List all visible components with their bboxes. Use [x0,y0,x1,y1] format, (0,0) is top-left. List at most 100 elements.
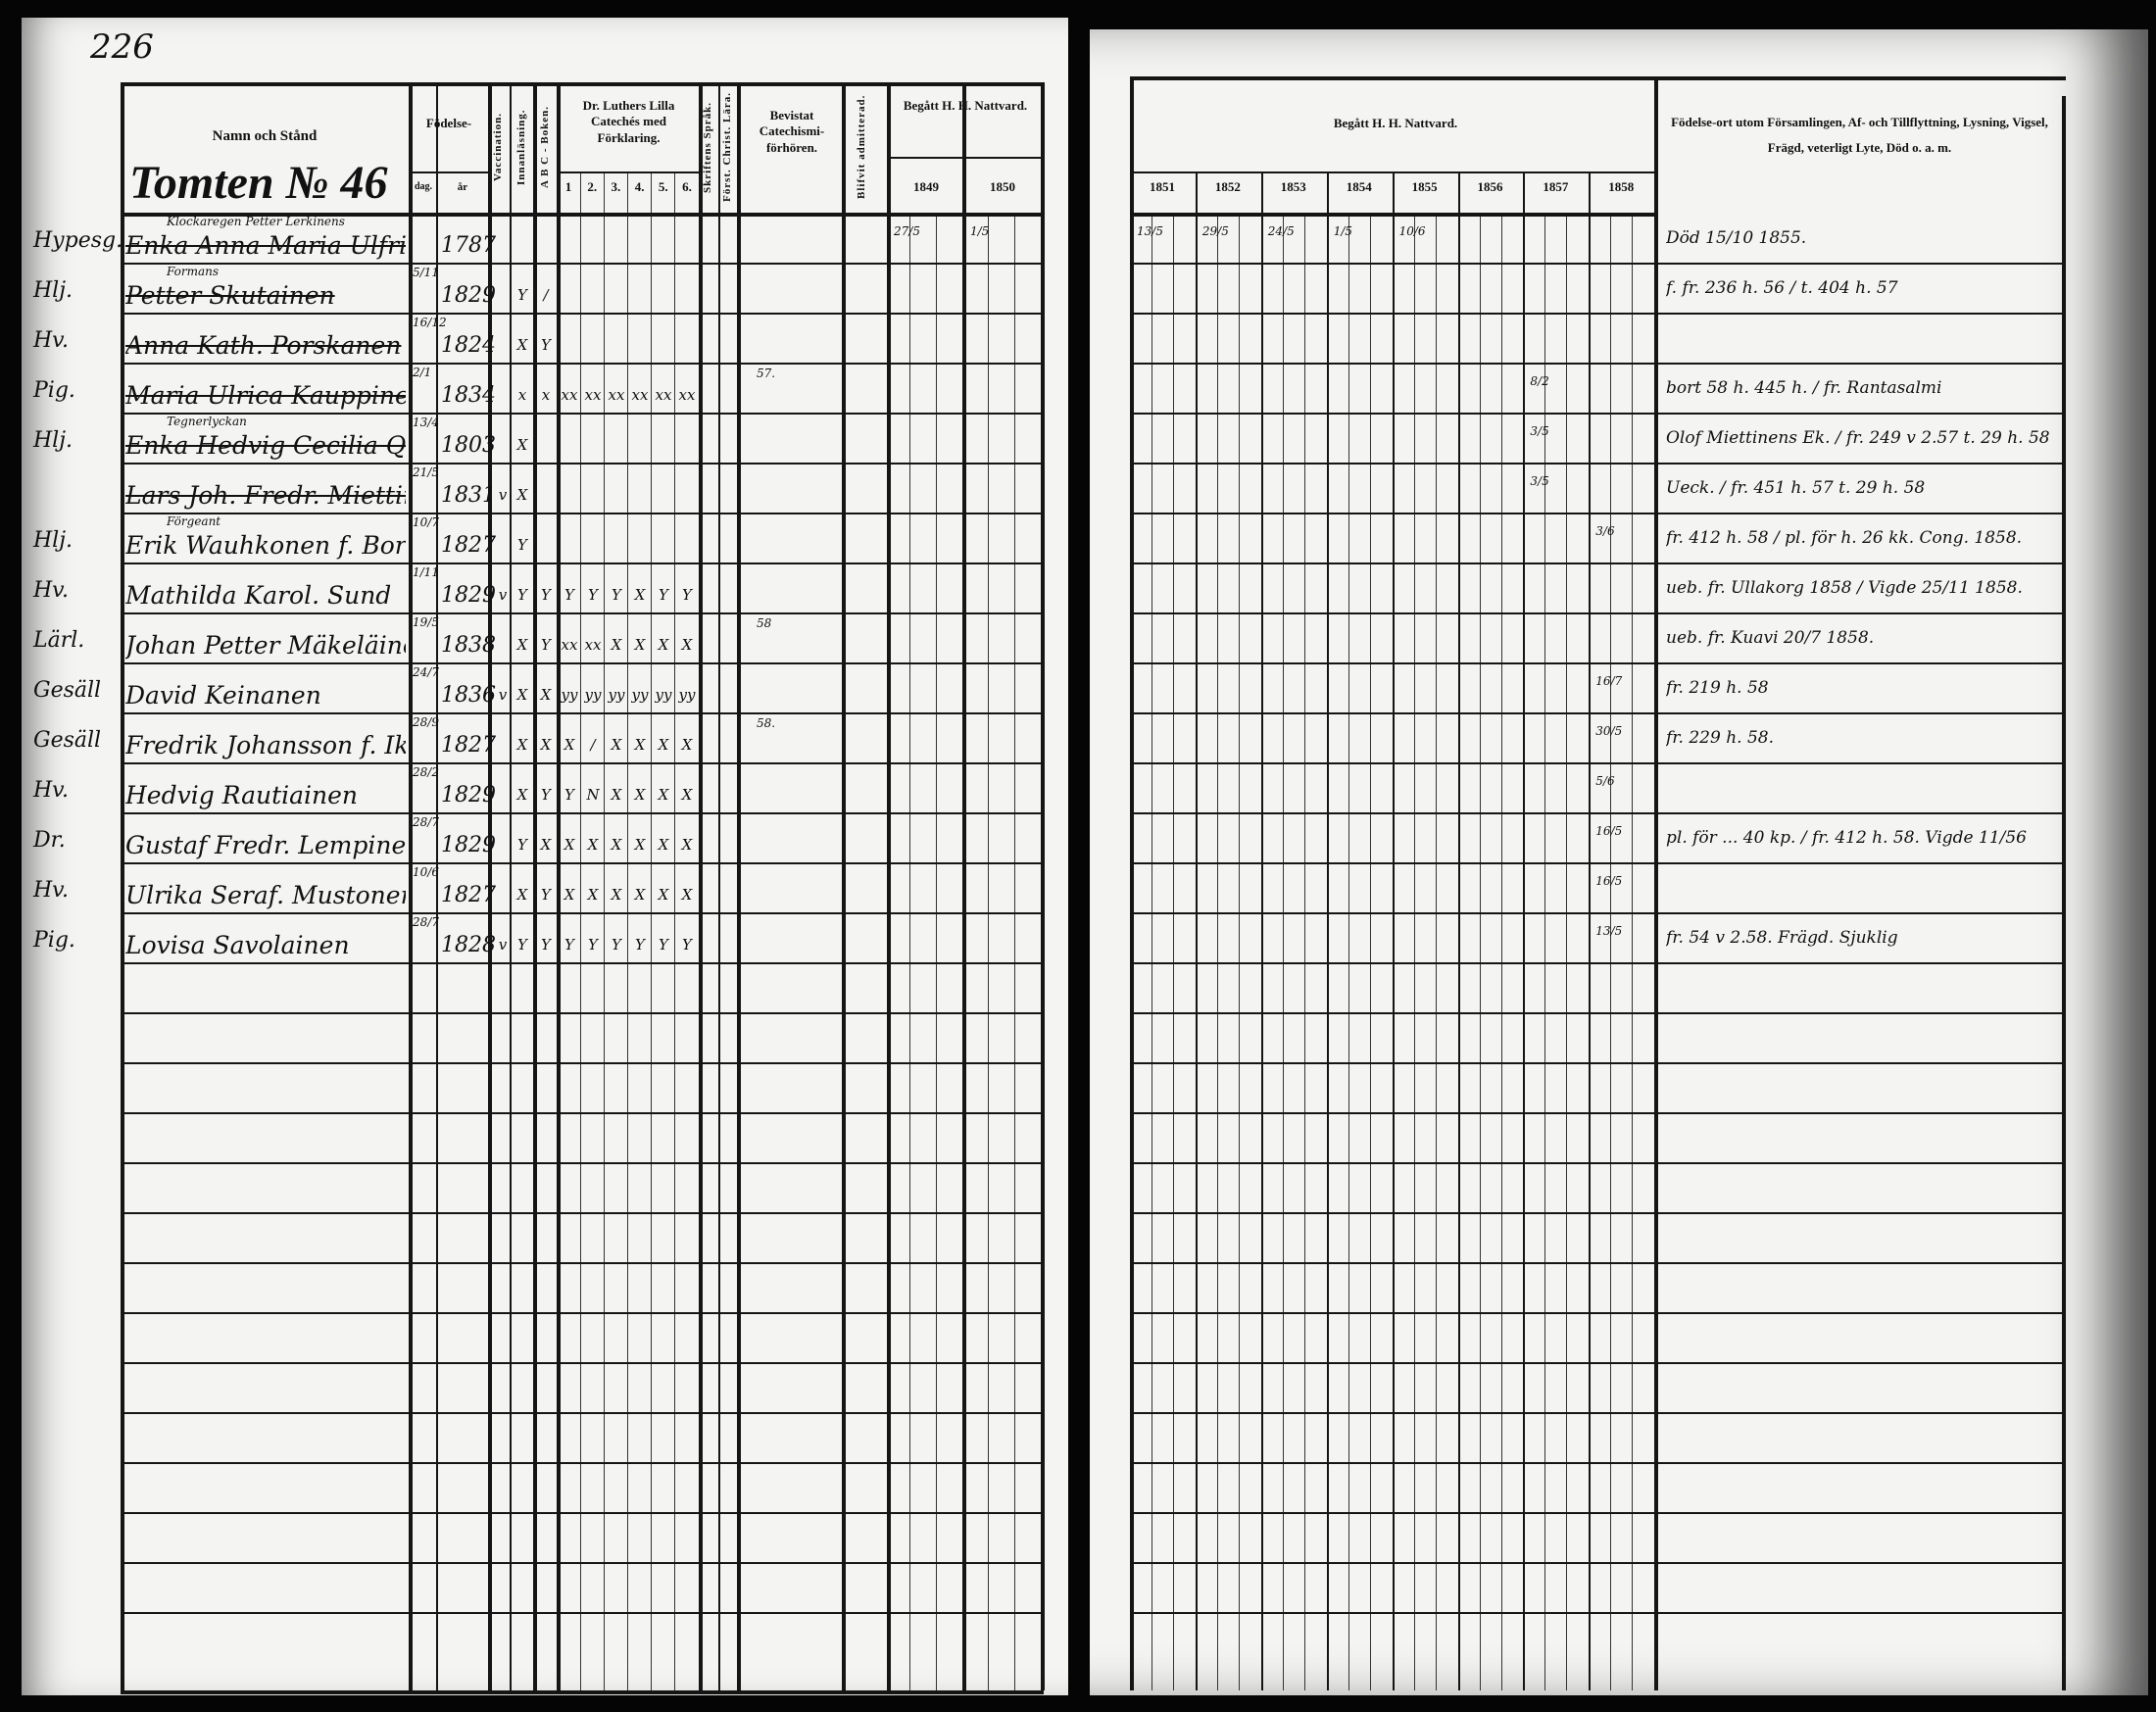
exam-mark: xx [678,386,696,404]
column-rule [2062,96,2066,1690]
communion-entry: 5/6 [1595,774,1615,788]
exam-mark: x [541,386,551,404]
exam-mark: X [540,736,552,754]
exam-mark: X [658,786,669,804]
column-rule [1589,171,1592,1690]
communion-entry: 3/6 [1595,524,1615,538]
header-year-1851: 1851 [1150,179,1175,194]
row-rule [1130,1412,2062,1414]
exam-mark: Y [612,586,621,604]
birth-day: 21/5 [413,465,439,479]
column-rule [488,82,492,1690]
exam-mark: X [681,836,693,854]
status-prefix: Dr. [33,828,66,853]
birth-day: 1/11 [413,565,439,579]
row-rule [121,662,1041,664]
row-rule [1130,712,2062,714]
row-rule [121,1312,1041,1314]
left-page [22,18,1068,1695]
exam-mark: v [498,486,508,504]
column-rule [1260,171,1263,1690]
header-catechism-part: 2. [587,179,598,194]
remark: fr. 229 h. 58. [1666,728,1775,748]
exam-mark: Y [612,936,621,954]
row-rule [121,263,1041,265]
exam-mark: Y [541,636,551,654]
header-catechism-part: 4. [634,179,645,194]
exam-mark: X [658,636,669,654]
column-rule [1195,171,1198,1690]
header-remarks: Födelse-ort utom Församlingen, Af- och T… [1671,115,2048,155]
header-catechism-part: 1 [564,179,572,194]
name-annotation: Förgeant [167,514,221,528]
exam-mark: Y [517,936,527,954]
exam-mark: X [681,736,693,754]
column-rule [1303,213,1305,1690]
exam-mark: yy [584,686,602,704]
row-rule [1130,363,2062,365]
header-ar: år [457,181,468,193]
header-catechism-part: 5. [658,179,668,194]
birth-day: 28/2 [413,765,439,779]
header-top-rule [1130,76,2066,80]
communion-entry: 8/2 [1530,374,1549,388]
birth-year: 1827 [441,733,496,758]
header-year-1858: 1858 [1608,179,1635,194]
person-name: Petter Skutainen [125,281,335,310]
birth-year: 1829 [441,783,496,807]
birth-year: 1787 [441,233,496,258]
column-rule [604,171,605,1690]
row-rule [1130,962,2062,964]
row-rule [1130,1062,2062,1064]
status-prefix: Hv. [33,578,69,603]
column-rule [909,213,910,1690]
header-catechism-part: 3. [611,179,621,194]
person-name: Ulrika Seraf. Mustonen [125,881,406,909]
exam-mark: X [634,786,646,804]
birth-year: 1829 [441,833,496,857]
row-rule [1130,1512,2062,1514]
exam-mark: X [611,836,622,854]
exam-mark: X [634,736,646,754]
row-rule [121,463,1041,465]
row-rule [1130,812,2062,814]
column-rule [1566,213,1568,1690]
header-abc: A B C - Boken. [539,106,551,188]
exam-mark: X [540,686,552,704]
column-rule [1610,213,1612,1690]
exam-mark: Y [659,936,668,954]
column-rule [580,171,581,1690]
remark: Ueck. / fr. 451 h. 57 t. 29 h. 58 [1666,478,1926,498]
column-rule [1479,213,1481,1690]
status-prefix: Hlj. [33,278,74,303]
row-rule [121,313,1041,315]
exam-mark: X [540,836,552,854]
birth-day: 16/12 [413,316,447,329]
row-rule [1130,1562,2062,1564]
header-bottom-rule [121,213,1044,217]
birth-year: 1803 [441,433,496,458]
row-rule [121,563,1041,564]
birth-day: 28/7 [413,815,439,829]
header-year-1849: 1849 [913,179,939,194]
row-rule [1130,563,2062,564]
exam-mark: X [681,636,693,654]
header-catechism-part: 6. [682,179,692,194]
exam-mark: Y [517,836,527,854]
header-year-1855: 1855 [1411,179,1438,194]
row-rule [1130,513,2062,514]
header-bevistat: Bevistat Catechismi-förhören. [759,108,825,155]
exam-mark: Y [588,586,598,604]
header-catechism: Dr. Luthers Lilla Catechés med Förklarin… [582,98,675,145]
remark: bort 58 h. 445 h. / fr. Rantasalmi [1666,378,1942,398]
birth-day: 28/7 [413,915,439,929]
exam-mark: X [564,886,575,904]
remark: ueb. fr. Ullakorg 1858 / Vigde 25/11 185… [1666,578,2023,598]
header-name-and-status: Namn och Stånd [212,128,318,144]
birth-day: 10/6 [413,865,439,879]
communion-entry: 16/5 [1595,874,1623,888]
person-name: Gustaf Fredr. Lempinen [125,831,406,859]
row-rule [1130,1312,2062,1314]
exam-mark: X [516,436,528,454]
exam-mark: yy [631,686,649,704]
